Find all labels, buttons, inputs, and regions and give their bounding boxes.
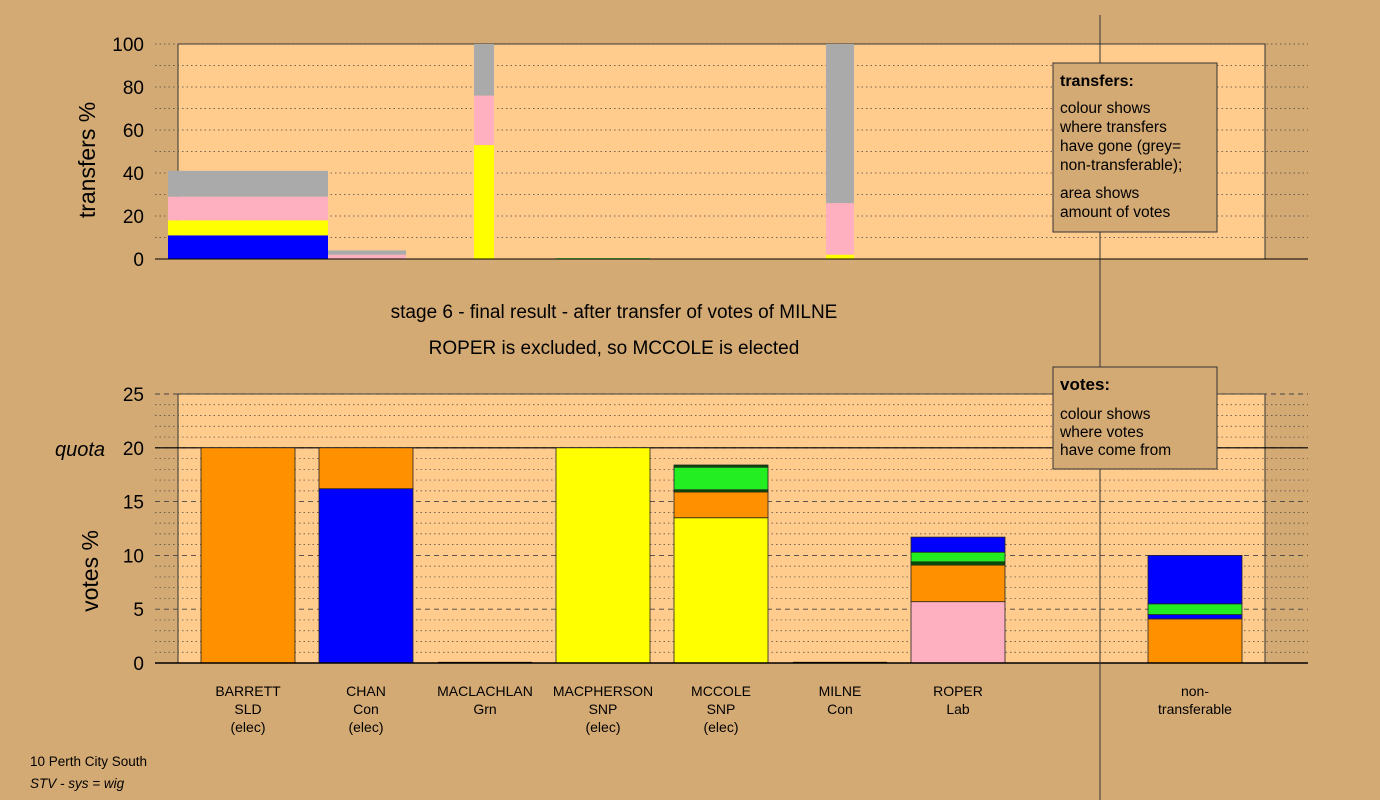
transfer-bar-segment: [474, 44, 494, 96]
quota-label: quota: [55, 439, 105, 461]
votes-y-tick-label: 20: [123, 439, 144, 460]
votes-legend-title: votes:: [1060, 375, 1110, 394]
category-label: SNP: [707, 701, 736, 717]
transfers-legend: transfers: colour shows where transfers …: [1052, 62, 1218, 233]
category-label: (elec): [230, 719, 265, 735]
vote-bar-segment: [673, 491, 769, 519]
transfers-legend-line: colour shows: [1060, 100, 1151, 117]
transfers-y-tick-label: 0: [133, 250, 144, 271]
category-label: MACLACHLAN: [437, 683, 533, 699]
transfers-legend-line: where transfers: [1059, 119, 1167, 136]
vote-bar-segment: [318, 488, 414, 664]
transfers-y-tick-label: 40: [123, 164, 144, 185]
category-label: Con: [353, 701, 379, 717]
votes-category-labels: BARRETT SLD (elec) CHAN Con (elec) MACLACHLAN G…: [215, 683, 1232, 735]
vote-bar-segment: [1147, 614, 1243, 620]
category-label: MILNE: [819, 683, 862, 699]
transfers-bars: [168, 44, 854, 260]
transfer-bar-segment: [168, 235, 328, 259]
category-label: Grn: [473, 701, 496, 717]
vote-bar-segment: [673, 464, 769, 468]
transfers-legend-title: transfers:: [1060, 73, 1134, 90]
votes-y-tick-label: 5: [133, 600, 144, 621]
category-label: MACPHERSON: [553, 683, 653, 699]
result-heading: ROPER is excluded, so MCCOLE is elected: [429, 338, 800, 359]
transfers-gridlines: [155, 43, 1308, 238]
vote-bar-segment: [318, 447, 414, 490]
vote-bar-segment: [673, 517, 769, 664]
votes-legend-line: colour shows: [1060, 406, 1151, 423]
transfers-y-tick-label: 20: [123, 207, 144, 228]
votes-legend: votes: colour shows where votes have com…: [1052, 366, 1218, 470]
votes-legend-box: [1052, 366, 1218, 470]
category-label: SLD: [234, 701, 261, 717]
transfer-bar-segment: [474, 145, 494, 259]
category-label: Con: [827, 701, 853, 717]
votes-y-tick-label: 25: [123, 385, 144, 406]
category-label: (elec): [703, 719, 738, 735]
category-label: ROPER: [933, 683, 983, 699]
category-label: (elec): [585, 719, 620, 735]
category-label: Lab: [946, 701, 970, 717]
votes-legend-line: have come from: [1060, 442, 1171, 459]
system-label: STV - sys = wig: [30, 776, 125, 791]
votes-y-tick-label: 10: [123, 546, 144, 567]
votes-y-tick-label: 15: [123, 493, 144, 514]
constituency-label: 10 Perth City South: [30, 754, 147, 769]
transfers-y-tick-label: 80: [123, 78, 144, 99]
votes-y-axis-label: votes %: [77, 530, 103, 612]
votes-legend-line: where votes: [1059, 424, 1144, 441]
vote-bar-segment: [1147, 555, 1243, 605]
vote-bar-segment: [673, 466, 769, 491]
transfers-y-tick-label: 100: [112, 35, 144, 56]
category-label: CHAN: [346, 683, 386, 699]
transfers-legend-box: [1052, 62, 1218, 233]
votes-bars: [200, 447, 1243, 664]
votes-y-ticks: 0 5 10 15 20 25: [123, 385, 144, 675]
transfers-y-tick-label: 60: [123, 121, 144, 142]
transfer-bar-segment: [168, 196, 328, 221]
transfers-y-ticks: 0 20 40 60 80 100: [112, 35, 144, 271]
transfer-bar-segment: [328, 254, 406, 259]
vote-bar-segment: [1147, 603, 1243, 615]
stage-heading: stage 6 - final result - after transfer …: [391, 302, 838, 323]
transfer-bar-segment: [826, 254, 854, 259]
transfer-bar-segment: [168, 170, 328, 197]
category-label: MCCOLE: [691, 683, 751, 699]
category-label: BARRETT: [215, 683, 281, 699]
transfers-legend-line: amount of votes: [1060, 204, 1171, 221]
vote-bar-segment: [910, 601, 1006, 664]
vote-bar-segment: [910, 551, 1006, 563]
transfer-bar-segment: [826, 44, 854, 204]
vote-bar-segment: [910, 561, 1006, 566]
vote-bar-segment: [1147, 618, 1243, 664]
vote-bar-segment: [910, 564, 1006, 603]
transfers-legend-line: area shows: [1060, 185, 1140, 202]
transfers-y-axis-label: transfers %: [74, 102, 100, 218]
vote-bar-segment: [910, 536, 1006, 553]
transfers-legend-line: have gone (grey=: [1060, 138, 1181, 155]
category-label: non-: [1181, 683, 1209, 699]
transfer-bar-segment: [474, 95, 494, 146]
vote-bar-segment: [555, 447, 651, 664]
category-label: (elec): [348, 719, 383, 735]
transfers-legend-line: non-transferable);: [1060, 157, 1182, 174]
transfer-bar-segment: [826, 203, 854, 255]
transfer-bar-segment: [328, 250, 406, 255]
votes-y-tick-label: 0: [133, 654, 144, 675]
transfer-bar-segment: [168, 220, 328, 236]
vote-bar-segment: [200, 447, 296, 664]
category-label: transferable: [1158, 701, 1232, 717]
category-label: SNP: [589, 701, 618, 717]
